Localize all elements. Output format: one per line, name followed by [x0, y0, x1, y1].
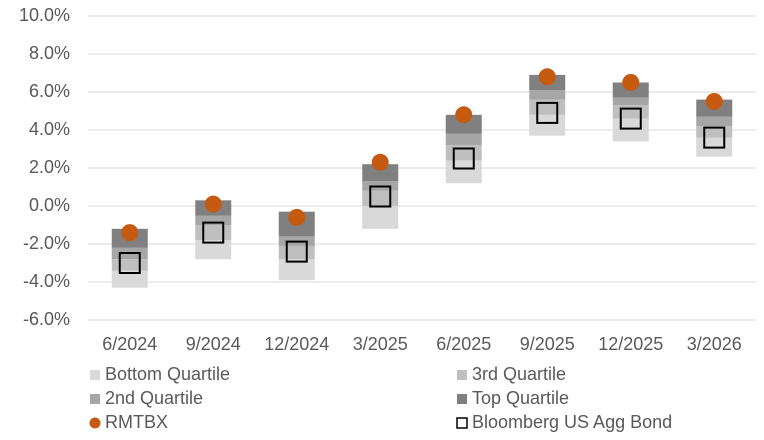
bar-segment [278, 245, 315, 260]
bar-segment [696, 126, 733, 138]
legend-marker [457, 394, 467, 404]
y-tick-label: -4.0% [23, 271, 70, 291]
x-tick-label: 3/2026 [687, 334, 742, 354]
y-tick-label: 0.0% [29, 195, 70, 215]
x-tick-label: 12/2025 [598, 334, 663, 354]
bar-segment [362, 164, 399, 182]
x-tick-label: 3/2025 [353, 334, 408, 354]
legend-label: Bloomberg US Agg Bond [472, 412, 672, 432]
y-tick-label: 8.0% [29, 43, 70, 63]
legend-marker [457, 370, 467, 380]
rmtbx-point [455, 106, 473, 124]
rmtbx-point [705, 93, 723, 110]
legend-marker [90, 370, 100, 380]
benchmark-point [285, 240, 308, 263]
benchmark-point [619, 107, 642, 130]
y-tick-label: 6.0% [29, 81, 70, 101]
bar-segment [696, 116, 733, 127]
bar-segment [362, 190, 399, 206]
rmtbx-point [371, 153, 389, 171]
legend-marker [90, 394, 100, 404]
bar-segment [445, 145, 482, 161]
x-tick-label: 6/2025 [436, 334, 491, 354]
bar-segment [111, 259, 148, 271]
y-tick-label: 10.0% [19, 5, 70, 25]
x-tick-label: 9/2025 [520, 334, 575, 354]
bar-segment [111, 270, 148, 288]
bar-segment [529, 114, 566, 136]
bar-segment [195, 225, 232, 241]
x-tick-label: 6/2024 [102, 334, 157, 354]
bar-segment [445, 160, 482, 184]
bar-segment [445, 133, 482, 146]
bar-segment [612, 97, 649, 106]
benchmark-point [703, 126, 726, 149]
legend-label: Bottom Quartile [105, 364, 230, 384]
bar-segment [612, 105, 649, 119]
rmtbx-point [204, 195, 222, 213]
bar-segment [278, 259, 315, 281]
rmtbx-point [121, 224, 139, 242]
bar-segment [529, 99, 566, 115]
bar-segment [445, 114, 482, 134]
bar-segment [612, 118, 649, 142]
rmtbx-point [288, 208, 306, 226]
benchmark-point [202, 221, 225, 244]
bar-segment [362, 206, 399, 229]
legend-label: Top Quartile [472, 388, 569, 408]
benchmark-point [118, 252, 141, 274]
bar-segment [529, 90, 566, 100]
y-tick-label: -6.0% [23, 309, 70, 329]
rmtbx-point [538, 68, 556, 86]
y-tick-label: 2.0% [29, 157, 70, 177]
legend-label: RMTBX [105, 412, 168, 432]
legend-marker [89, 417, 101, 429]
legend-marker [456, 417, 468, 429]
x-tick-label: 12/2024 [264, 334, 329, 354]
benchmark-point [536, 101, 559, 124]
benchmark-point [452, 147, 475, 170]
y-tick-label: -2.0% [23, 233, 70, 253]
bar-segment [195, 215, 232, 225]
x-tick-label: 9/2024 [186, 334, 241, 354]
bar-segment [195, 240, 232, 260]
benchmark-point [369, 185, 392, 208]
y-tick-label: 4.0% [29, 119, 70, 139]
legend-label: 2nd Quartile [105, 388, 203, 408]
legend-label: 3rd Quartile [472, 364, 566, 384]
rmtbx-point [622, 74, 640, 91]
